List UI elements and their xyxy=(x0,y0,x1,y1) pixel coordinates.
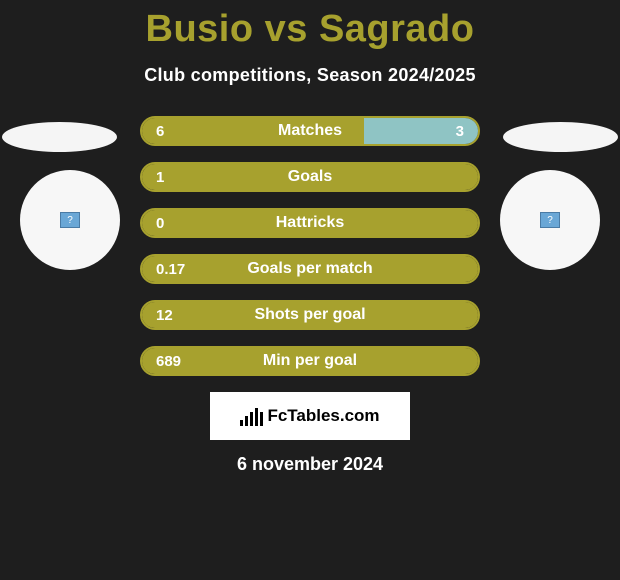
stat-row: 12Shots per goal xyxy=(140,300,480,330)
stat-label: Matches xyxy=(142,122,478,140)
stat-row: 1Goals xyxy=(140,162,480,192)
brand-bars-icon xyxy=(240,406,263,426)
stats-rows: 63Matches 1Goals 0Hattricks 0.17Goals per m… xyxy=(140,116,480,376)
shadow-ellipse-right xyxy=(503,122,618,152)
brand-bar xyxy=(260,412,263,426)
shadow-ellipse-left xyxy=(2,122,117,152)
brand-bar xyxy=(250,412,253,426)
page-title: Busio vs Sagrado xyxy=(0,0,620,51)
avatar-left: ? xyxy=(20,170,120,270)
stat-label: Goals xyxy=(142,168,478,186)
stat-row: 0.17Goals per match xyxy=(140,254,480,284)
brand-bar xyxy=(240,420,243,426)
brand-bar xyxy=(245,416,248,426)
avatar-placeholder-icon: ? xyxy=(540,212,560,228)
stat-label: Min per goal xyxy=(142,352,478,370)
date-text: 6 november 2024 xyxy=(0,454,620,475)
brand-text: FcTables.com xyxy=(267,406,379,426)
brand-bar xyxy=(255,408,258,426)
stat-label: Goals per match xyxy=(142,260,478,278)
subtitle: Club competitions, Season 2024/2025 xyxy=(0,65,620,86)
stat-row: 689Min per goal xyxy=(140,346,480,376)
avatar-placeholder-icon: ? xyxy=(60,212,80,228)
stat-label: Hattricks xyxy=(142,214,478,232)
stat-label: Shots per goal xyxy=(142,306,478,324)
stat-row: 0Hattricks xyxy=(140,208,480,238)
avatar-right: ? xyxy=(500,170,600,270)
brand-box[interactable]: FcTables.com xyxy=(210,392,410,440)
stat-row: 63Matches xyxy=(140,116,480,146)
